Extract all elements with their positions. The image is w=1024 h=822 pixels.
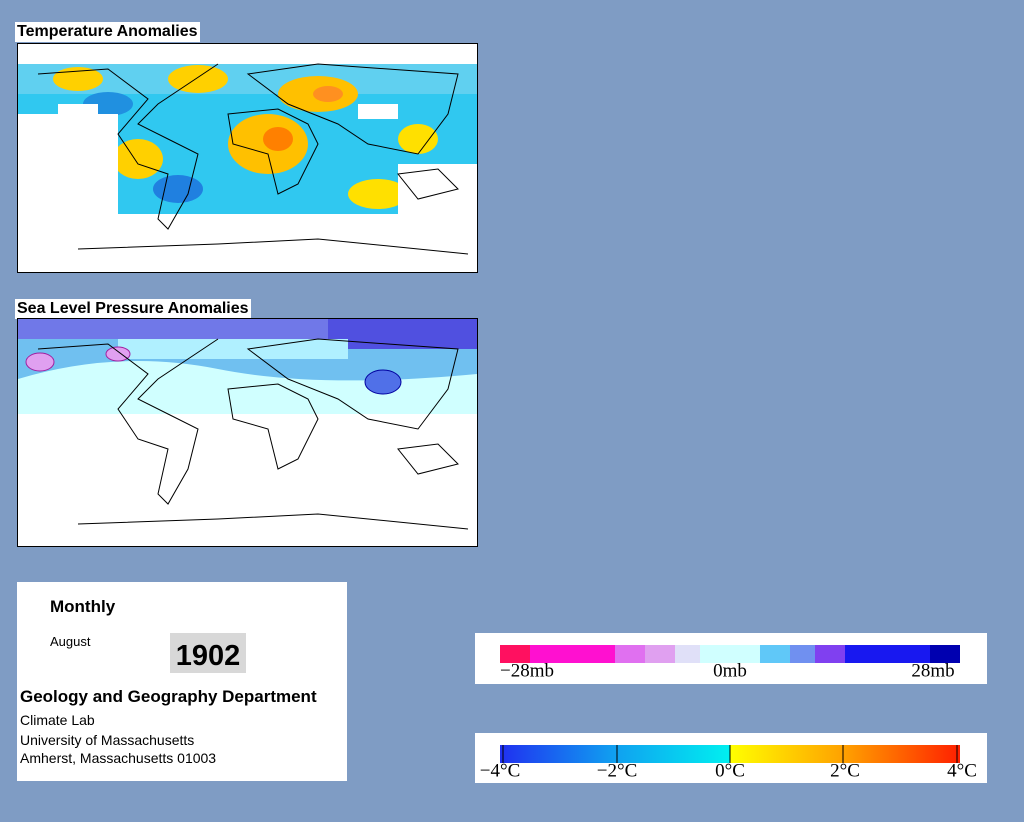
month: August (50, 634, 91, 649)
info-panel: Monthly August 1902 Geology and Geograph… (17, 582, 347, 781)
address-line: University of Massachusetts (20, 732, 195, 748)
colorbar-warm (730, 745, 960, 763)
scale-label: 4°C (947, 760, 977, 781)
colorbar-swatches (500, 645, 960, 663)
scale-label: 28mb (911, 660, 954, 681)
period: Monthly (50, 597, 116, 616)
scale-label: 2°C (830, 760, 860, 781)
scale-label: 0°C (715, 760, 745, 781)
map-title: Temperature Anomalies (15, 22, 200, 42)
colorbar-cold (500, 745, 730, 763)
pressure-map (17, 318, 478, 547)
year: 1902 (170, 633, 246, 673)
temperature-colorbar: −4°C −2°C 0°C 2°C 4°C (475, 733, 987, 783)
scale-label: −28mb (500, 660, 554, 681)
address-line: Amherst, Massachusetts 01003 (20, 750, 217, 766)
map-title: Sea Level Pressure Anomalies (15, 299, 251, 319)
department: Geology and Geography Department (20, 687, 317, 706)
scale-label: 0mb (713, 660, 747, 681)
address-line: Climate Lab (20, 712, 95, 728)
pressure-colorbar: −28mb 0mb 28mb (475, 633, 987, 684)
scale-label: −4°C (480, 760, 521, 781)
scale-label: −2°C (597, 760, 638, 781)
temperature-map (17, 43, 478, 273)
